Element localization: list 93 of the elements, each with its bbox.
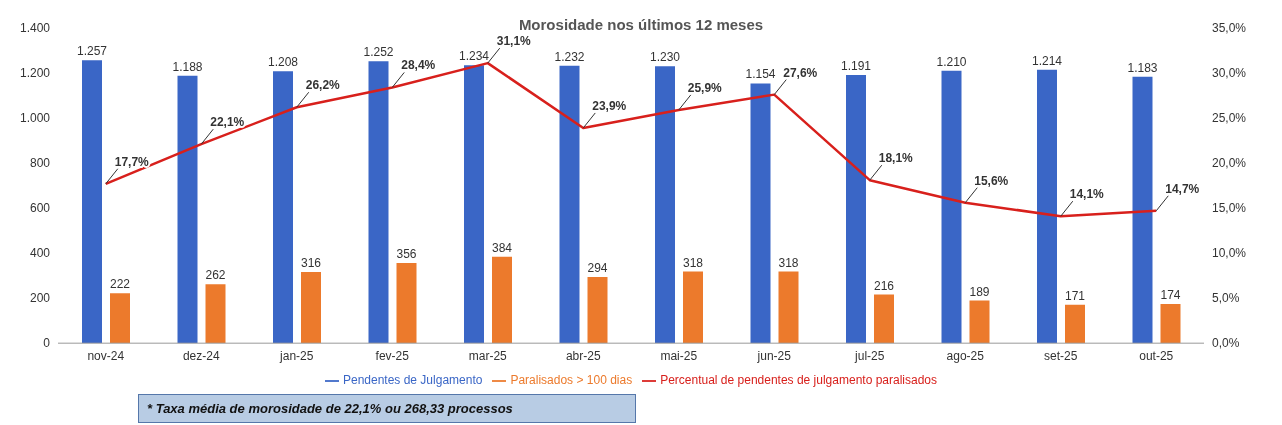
x-tick-label: jun-25 (756, 348, 792, 363)
text: * Taxa média de morosidade de 22,1% ou 268,33 processos (138, 394, 636, 423)
y-tick-label: 800 (29, 156, 51, 171)
bar (587, 276, 608, 344)
data-label: 174 (1160, 288, 1181, 302)
y-tick-label: 1.000 (19, 111, 51, 126)
data-label: 1.210 (936, 54, 967, 69)
x-tick-label: jan-25 (279, 348, 314, 363)
x-tick-label: mai-25 (660, 348, 698, 363)
y2-tick-label: 25,0% (1212, 111, 1247, 126)
data-label: 15,6% (974, 173, 1009, 188)
x-tick-label: abr-25 (565, 348, 601, 363)
y2-tick-label: 0,0% (1212, 336, 1240, 351)
bar (846, 75, 866, 344)
x-tick-label: jul-25 (854, 348, 885, 363)
x-tick-label: mar-25 (468, 348, 508, 363)
data-label: 356 (396, 247, 417, 262)
data-label: 1.234 (458, 49, 490, 64)
bar (778, 271, 799, 344)
x-tick-label: nov-24 (87, 348, 125, 363)
data-label: 262 (205, 268, 226, 283)
y2-tick-label: 20,0% (1212, 156, 1247, 171)
bar (969, 300, 990, 344)
x-tick-label: fev-25 (375, 348, 410, 363)
legend-label: Paralisados > 100 dias (510, 373, 633, 388)
data-label: 1.208 (267, 55, 299, 70)
bar (1160, 304, 1181, 344)
data-label: 1.252 (363, 45, 394, 60)
data-label: 1.154 (745, 67, 776, 82)
data-label: 22,1% (210, 115, 245, 130)
data-label: 31,1% (496, 34, 532, 49)
data-label: 18,1% (878, 151, 914, 166)
data-label: 28,4% (401, 58, 436, 73)
bar (205, 284, 226, 344)
data-label: 23,9% (592, 98, 627, 113)
x-tick-label: dez-24 (182, 348, 220, 363)
bar (683, 271, 703, 344)
y2-tick-label: 35,0% (1212, 21, 1247, 36)
x-tick-label: set-25 (1044, 348, 1078, 363)
y2-tick-label: 30,0% (1212, 66, 1247, 81)
bar (1132, 76, 1153, 344)
x-tick-label: ago-25 (946, 348, 985, 363)
data-label: 171 (1064, 288, 1086, 303)
bar (273, 71, 293, 344)
data-label: 27,6% (783, 65, 818, 80)
data-label: 318 (778, 255, 799, 270)
data-label: 1.232 (554, 49, 585, 64)
y2-tick-label: 15,0% (1212, 201, 1247, 216)
bar (874, 294, 894, 344)
data-label: 189 (969, 284, 990, 299)
data-label: 384 (491, 240, 513, 255)
bar (368, 61, 389, 344)
y2-tick-label: 5,0% (1212, 291, 1240, 306)
bar (941, 70, 962, 344)
data-label: 316 (300, 256, 322, 271)
data-label: 17,7% (114, 154, 150, 169)
bar (464, 65, 484, 344)
bar (396, 263, 417, 344)
y-tick-label: 1.400 (19, 21, 51, 36)
bar (177, 75, 198, 344)
data-label: 294 (587, 260, 608, 275)
y-tick-label: 600 (29, 201, 51, 216)
bar (82, 60, 102, 344)
data-label: 1.230 (649, 50, 681, 65)
bar (559, 65, 580, 344)
data-label: 1.188 (172, 59, 203, 74)
legend-label: Percentual de pendentes de julgamento paralisados (660, 373, 938, 388)
y-tick-label: 0 (43, 336, 51, 351)
bar (1065, 304, 1085, 344)
bar (1037, 69, 1057, 344)
data-label: 318 (682, 255, 704, 270)
y-tick-label: 1.200 (19, 66, 51, 81)
bar (110, 293, 130, 344)
data-label: 26,2% (305, 78, 341, 93)
y2-tick-label: 10,0% (1212, 246, 1247, 261)
data-label: 1.183 (1127, 60, 1158, 75)
bar (301, 272, 321, 344)
bar (750, 83, 771, 344)
data-label: 14,7% (1165, 181, 1200, 196)
y-tick-label: 200 (29, 291, 51, 306)
y-tick-label: 400 (29, 246, 51, 261)
data-label: 216 (873, 278, 895, 293)
bar (492, 256, 512, 344)
bar (655, 66, 675, 344)
legend-label: Pendentes de Julgamento (342, 373, 483, 388)
data-label: 1.214 (1031, 53, 1063, 68)
chart-title: Morosidade nos últimos 12 meses (518, 16, 764, 33)
data-label: 14,1% (1069, 187, 1105, 202)
x-tick-label: out-25 (1139, 348, 1174, 363)
data-label: 25,9% (687, 80, 723, 95)
data-label: 222 (109, 277, 131, 292)
data-label: 1.257 (76, 44, 108, 59)
data-label: 1.191 (840, 59, 872, 74)
